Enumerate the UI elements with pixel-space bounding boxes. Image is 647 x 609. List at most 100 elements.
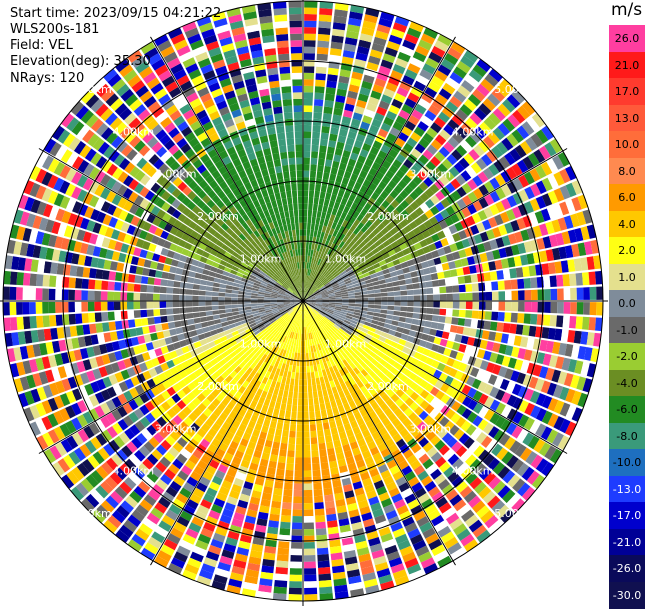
radar-gate <box>313 470 321 477</box>
radar-gate <box>304 457 311 464</box>
radar-gate <box>287 450 294 457</box>
radar-gate <box>212 292 219 296</box>
radar-gate <box>438 316 445 323</box>
radar-gate <box>205 291 212 296</box>
radar-gate <box>10 317 18 330</box>
radar-gate <box>311 217 315 224</box>
radar-gate <box>404 273 411 279</box>
radar-gate <box>134 284 141 292</box>
radar-gate <box>10 271 18 284</box>
radar-gate <box>306 242 309 249</box>
radar-gate <box>226 285 233 289</box>
radar-gate <box>160 279 167 286</box>
radar-gate <box>283 489 292 496</box>
radar-gate <box>379 279 386 284</box>
radar-gate <box>522 325 530 336</box>
radar-gate <box>277 462 285 469</box>
radar-gate <box>212 287 219 292</box>
radar-gate <box>219 309 226 313</box>
radar-gate <box>312 385 317 392</box>
radar-gate <box>518 290 525 300</box>
radar-gate <box>231 294 238 298</box>
radar-gate <box>206 311 213 316</box>
radar-gate <box>316 528 327 535</box>
radar-gate <box>373 313 380 317</box>
radar-gate <box>49 302 56 313</box>
radar-gate <box>394 306 401 311</box>
radar-gate <box>325 159 332 167</box>
radar-gate <box>291 411 297 418</box>
radar-gate <box>289 437 296 444</box>
radar-gate <box>342 296 349 298</box>
radar-gate <box>398 274 405 280</box>
radar-gate <box>299 373 302 380</box>
radar-gate <box>275 567 287 574</box>
radar-gate <box>147 309 154 316</box>
radar-gate <box>43 275 50 287</box>
radar-gate <box>3 287 10 300</box>
radar-gate <box>309 184 315 191</box>
radar-gate <box>368 301 375 304</box>
radar-gate <box>452 309 459 316</box>
radar-gate <box>293 392 298 399</box>
radar-gate <box>160 287 167 294</box>
radar-gate <box>220 318 227 323</box>
radar-gate <box>472 311 479 319</box>
radar-gate <box>404 323 411 329</box>
radar-gate <box>134 319 141 327</box>
radar-gate <box>108 312 115 321</box>
radar-gate <box>303 203 307 210</box>
radar-gate <box>300 347 302 354</box>
radar-gate <box>304 490 313 497</box>
radar-gate <box>387 292 394 296</box>
radar-gate <box>36 302 43 314</box>
radar-gate <box>318 34 330 41</box>
radar-gate <box>451 277 458 285</box>
radar-gate <box>380 309 387 313</box>
radar-gate <box>511 291 518 301</box>
radar-gate <box>304 151 311 158</box>
radar-gate <box>485 311 492 320</box>
radar-gate <box>134 275 141 283</box>
radar-gate <box>303 177 309 184</box>
radar-gate <box>319 145 327 152</box>
radar-gate <box>307 372 311 379</box>
radar-gate <box>194 318 201 324</box>
radar-gate <box>317 554 329 561</box>
radar-gate <box>199 307 206 312</box>
radar-gate <box>381 301 388 305</box>
radar-gate <box>327 207 333 214</box>
radar-gate <box>83 267 91 277</box>
radar-gate <box>273 488 282 496</box>
radar-gate <box>412 277 419 283</box>
radar-gate <box>319 397 325 404</box>
radar-gate <box>274 481 283 489</box>
radar-gate <box>68 302 75 312</box>
radar-gate <box>287 457 295 464</box>
radar-gate <box>225 293 232 297</box>
radar-gate <box>451 317 458 325</box>
radar-gate <box>485 292 492 300</box>
radar-gate <box>270 454 278 462</box>
radar-gate <box>114 282 121 291</box>
radar-gate <box>402 267 410 273</box>
radar-gate <box>56 276 63 287</box>
radar-gate <box>309 190 314 197</box>
radar-gate <box>319 580 332 587</box>
radar-gate <box>212 297 219 301</box>
radar-gate <box>277 548 289 555</box>
radar-gate <box>128 274 135 282</box>
radar-gate <box>304 588 317 595</box>
radar-gate <box>317 430 324 437</box>
radar-gate <box>310 164 316 171</box>
radar-gate <box>374 305 381 309</box>
radar-gate <box>329 461 337 469</box>
radar-gate <box>443 324 451 332</box>
radar-gate <box>289 431 295 438</box>
radar-gate <box>329 174 336 182</box>
radar-gate <box>294 353 297 360</box>
radar-gate <box>316 67 327 74</box>
radar-gate <box>304 47 315 54</box>
radar-gate <box>75 302 82 312</box>
